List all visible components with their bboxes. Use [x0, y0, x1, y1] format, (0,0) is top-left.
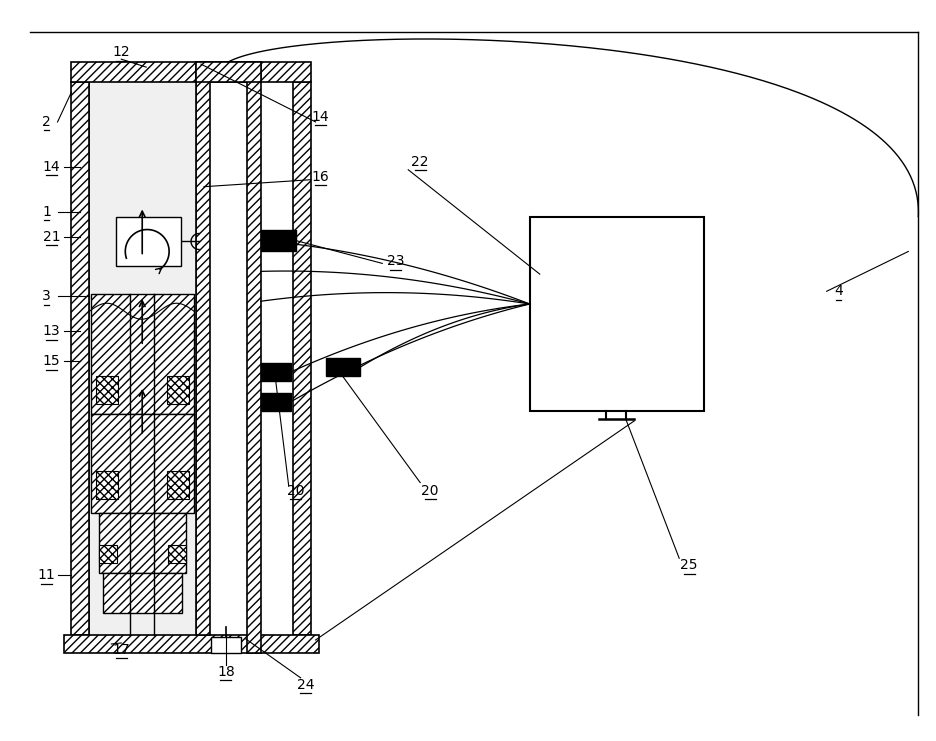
Bar: [96, 471, 118, 499]
Text: 16: 16: [312, 170, 329, 184]
Text: 23: 23: [387, 254, 404, 268]
Bar: [196, 62, 261, 82]
Bar: [326, 358, 360, 376]
Text: 15: 15: [43, 354, 61, 368]
Bar: [211, 637, 241, 653]
Bar: [247, 62, 261, 653]
Bar: [99, 545, 117, 563]
Text: 1: 1: [42, 205, 51, 219]
Bar: [196, 62, 210, 635]
Bar: [530, 216, 704, 411]
Text: 14: 14: [312, 110, 329, 124]
Text: 25: 25: [680, 558, 698, 572]
Bar: [71, 62, 311, 82]
Text: 22: 22: [412, 155, 429, 169]
Text: 14: 14: [43, 160, 61, 174]
Text: 21: 21: [43, 230, 61, 244]
Text: 17: 17: [112, 643, 130, 657]
Bar: [64, 635, 318, 653]
Bar: [116, 216, 181, 267]
Bar: [103, 574, 183, 613]
Text: 20: 20: [421, 484, 439, 497]
Text: 4: 4: [834, 285, 843, 299]
Bar: [90, 82, 196, 635]
Text: 24: 24: [297, 678, 314, 692]
Text: 13: 13: [43, 324, 61, 338]
Bar: [168, 376, 189, 404]
Bar: [261, 363, 291, 381]
Text: 11: 11: [37, 568, 55, 582]
Bar: [92, 294, 194, 413]
Bar: [293, 82, 311, 635]
Bar: [96, 376, 118, 404]
Bar: [168, 545, 186, 563]
Text: 18: 18: [217, 665, 235, 679]
Bar: [92, 413, 194, 514]
Bar: [261, 393, 291, 411]
Bar: [168, 471, 189, 499]
Bar: [99, 514, 186, 574]
Bar: [71, 82, 90, 635]
Text: 12: 12: [112, 45, 130, 59]
Text: 3: 3: [42, 289, 51, 303]
Text: 2: 2: [42, 115, 51, 129]
Text: 20: 20: [287, 484, 304, 497]
Bar: [261, 230, 296, 251]
